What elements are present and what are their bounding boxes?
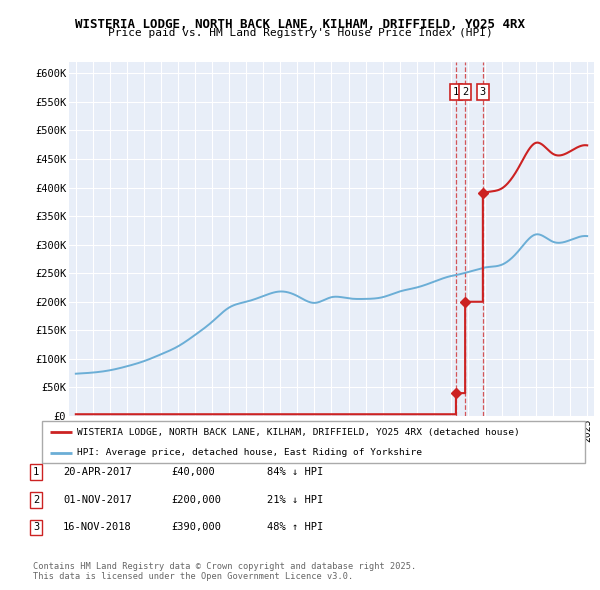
- Text: 16-NOV-2018: 16-NOV-2018: [63, 523, 132, 532]
- Text: 2: 2: [462, 87, 468, 97]
- Text: 3: 3: [480, 87, 486, 97]
- Text: 84% ↓ HPI: 84% ↓ HPI: [267, 467, 323, 477]
- Text: 1: 1: [453, 87, 459, 97]
- Text: 1: 1: [33, 467, 39, 477]
- Text: 21% ↓ HPI: 21% ↓ HPI: [267, 495, 323, 504]
- Text: 20-APR-2017: 20-APR-2017: [63, 467, 132, 477]
- Text: 2: 2: [33, 495, 39, 504]
- Text: HPI: Average price, detached house, East Riding of Yorkshire: HPI: Average price, detached house, East…: [77, 448, 422, 457]
- Text: £390,000: £390,000: [171, 523, 221, 532]
- Text: £40,000: £40,000: [171, 467, 215, 477]
- Text: 3: 3: [33, 523, 39, 532]
- Text: WISTERIA LODGE, NORTH BACK LANE, KILHAM, DRIFFIELD, YO25 4RX: WISTERIA LODGE, NORTH BACK LANE, KILHAM,…: [75, 18, 525, 31]
- Text: Contains HM Land Registry data © Crown copyright and database right 2025.
This d: Contains HM Land Registry data © Crown c…: [33, 562, 416, 581]
- Text: 01-NOV-2017: 01-NOV-2017: [63, 495, 132, 504]
- Text: WISTERIA LODGE, NORTH BACK LANE, KILHAM, DRIFFIELD, YO25 4RX (detached house): WISTERIA LODGE, NORTH BACK LANE, KILHAM,…: [77, 428, 520, 437]
- Text: £200,000: £200,000: [171, 495, 221, 504]
- Text: Price paid vs. HM Land Registry's House Price Index (HPI): Price paid vs. HM Land Registry's House …: [107, 28, 493, 38]
- Text: 48% ↑ HPI: 48% ↑ HPI: [267, 523, 323, 532]
